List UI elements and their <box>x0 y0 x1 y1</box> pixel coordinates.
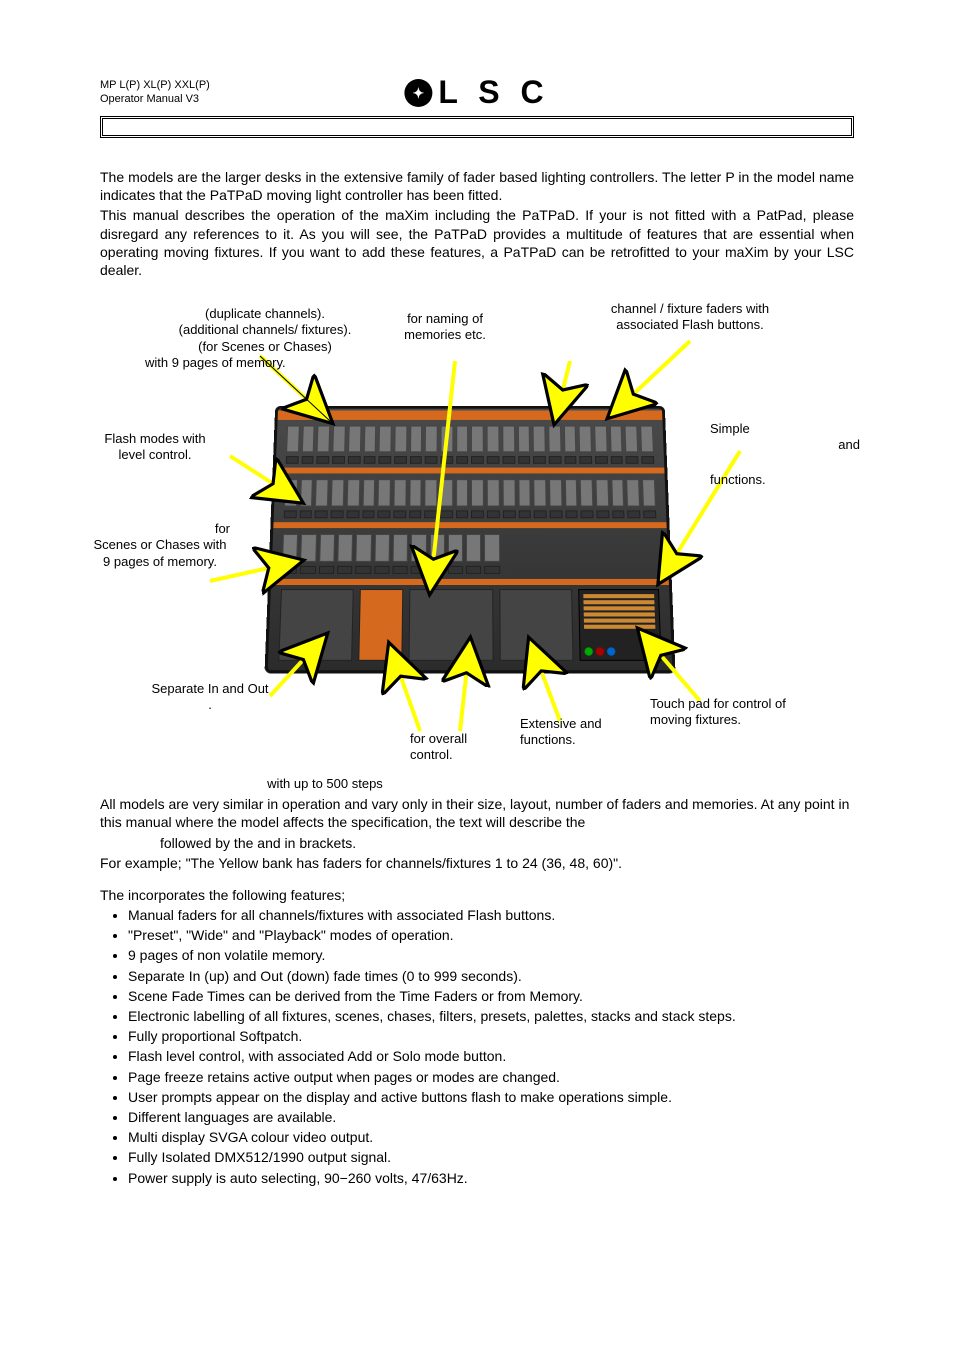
page-header: MP L(P) XL(P) XXL(P) Operator Manual V3 … <box>100 60 854 110</box>
feature-item: Fully proportional Softpatch. <box>128 1027 854 1045</box>
feature-item: 9 pages of non volatile memory. <box>128 946 854 964</box>
feature-item: Flash level control, with associated Add… <box>128 1047 854 1065</box>
logo-icon: ✦ <box>404 79 432 107</box>
label-touchpad: Touch pad for control of moving fixtures… <box>650 696 800 729</box>
header-model-line2: Operator Manual V3 <box>100 92 210 106</box>
logo-text: L S C <box>438 72 549 114</box>
feature-item: User prompts appear on the display and a… <box>128 1088 854 1106</box>
console-diagram: (duplicate channels). (additional channe… <box>100 301 860 791</box>
feature-item: Scene Fade Times can be derived from the… <box>128 987 854 1005</box>
label-scenes: for Scenes or Chases with 9 pages of mem… <box>90 521 230 570</box>
feature-item: Fully Isolated DMX512/1990 output signal… <box>128 1148 854 1166</box>
mid-p1: All models are very similar in operation… <box>100 795 854 831</box>
console-photo <box>264 406 675 674</box>
label-500steps: with up to 500 steps <box>200 776 450 792</box>
feature-item: Power supply is auto selecting, 90−260 v… <box>128 1169 854 1187</box>
feature-item: "Preset", "Wide" and "Playback" modes of… <box>128 926 854 944</box>
label-overall: for overall control. <box>410 731 500 764</box>
feature-item: Separate In (up) and Out (down) fade tim… <box>128 967 854 985</box>
label-channel-faders: channel / fixture faders with associated… <box>580 301 800 334</box>
intro-p2: This manual describes the operation of t… <box>100 206 854 279</box>
feature-item: Different languages are available. <box>128 1108 854 1126</box>
header-model-line1: MP L(P) XL(P) XXL(P) <box>100 78 210 92</box>
mid-p2: followed by the and in brackets. <box>100 834 854 852</box>
logo: ✦ L S C <box>404 72 549 114</box>
header-divider <box>100 116 854 138</box>
feature-item: Page freeze retains active output when p… <box>128 1068 854 1086</box>
intro-p1: The models are the larger desks in the e… <box>100 168 854 204</box>
features-intro: The incorporates the following features; <box>100 886 854 904</box>
label-right: Simple and functions. <box>710 421 860 488</box>
label-extensive: Extensive and functions. <box>520 716 610 749</box>
label-inout: Separate In and Out . <box>110 681 310 714</box>
header-model: MP L(P) XL(P) XXL(P) Operator Manual V3 <box>100 78 210 107</box>
feature-item: Manual faders for all channels/fixtures … <box>128 906 854 924</box>
mid-p3: For example; "The Yellow bank has faders… <box>100 854 854 872</box>
label-flash: Flash modes with level control. <box>90 431 220 464</box>
label-modes: (duplicate channels). (additional channe… <box>145 306 385 371</box>
feature-item: Electronic labelling of all fixtures, sc… <box>128 1007 854 1025</box>
feature-item: Multi display SVGA colour video output. <box>128 1128 854 1146</box>
label-naming: for naming of memories etc. <box>380 311 510 344</box>
features-list: Manual faders for all channels/fixtures … <box>128 906 854 1187</box>
